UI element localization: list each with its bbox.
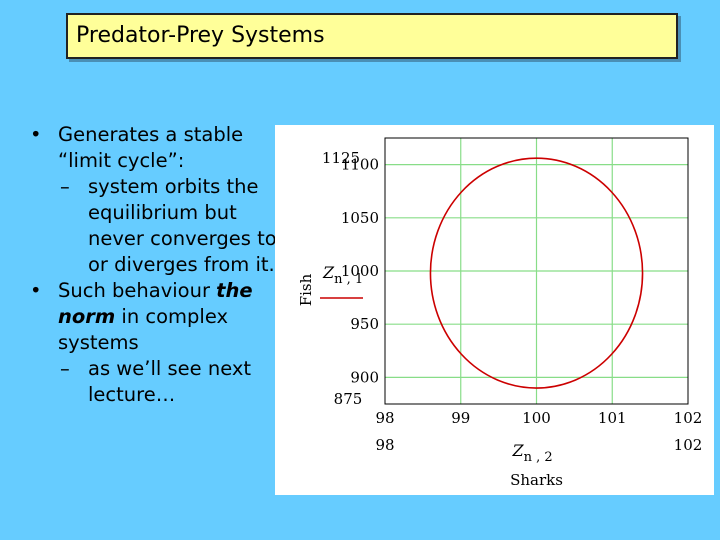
sub-bullet-text: as we’ll see next lecture… xyxy=(88,357,252,406)
bullet-marker: • xyxy=(30,279,42,302)
sub-bullet-item: – as we’ll see next lecture… xyxy=(30,356,280,408)
x-tick-label: 100 xyxy=(522,409,551,427)
y-tick-label: 950 xyxy=(350,315,379,333)
x-tick-label: 98 xyxy=(375,409,394,427)
sub-bullet-marker: – xyxy=(60,175,70,198)
x-variable-label: Zn , 2 xyxy=(512,441,553,465)
x-tick-label: 99 xyxy=(451,409,470,427)
y-range-max-label: 1125 xyxy=(322,149,360,167)
x-axis-title: Sharks xyxy=(510,471,563,489)
x-range-min-label: 98 xyxy=(375,436,394,454)
limit-cycle-chart: 98 99 100 101 102 900 950 1000 1050 1100 1125 875 9… xyxy=(297,137,703,489)
bullet-marker: • xyxy=(30,123,42,146)
sub-bullet-item: – system orbits the equilibrium but neve… xyxy=(30,174,280,278)
x-variable-symbol: Z xyxy=(512,441,525,460)
bullet-list: • Generates a stable “limit cycle”: – sy… xyxy=(30,122,280,408)
x-tick-label: 102 xyxy=(674,409,703,427)
bullet-item: • Generates a stable “limit cycle”: xyxy=(30,122,280,174)
chart-panel: 98 99 100 101 102 900 950 1000 1050 1100 1125 875 9… xyxy=(275,125,714,495)
y-axis-title: Fish xyxy=(297,273,315,306)
y-tick-label: 1050 xyxy=(341,209,379,227)
limit-cycle-orbit xyxy=(429,157,644,389)
bullet-emphasis: the norm xyxy=(58,279,253,328)
y-variable-label: Zn , 1 xyxy=(322,263,363,287)
y-variable-subscript: n , 1 xyxy=(334,272,363,287)
sub-bullet-text: system orbits the equilibrium but never … xyxy=(88,175,277,276)
x-range-max-label: 102 xyxy=(674,436,703,454)
bullet-text-end: in complex systems xyxy=(58,305,229,354)
y-range-min-label: 875 xyxy=(334,390,363,408)
y-tick-label: 900 xyxy=(350,368,379,386)
plot-frame xyxy=(384,137,689,405)
y-tick-label: 1100 xyxy=(341,156,379,174)
y-variable-symbol: Z xyxy=(322,263,335,282)
bullet-text: Such behaviour the norm in complex syste… xyxy=(58,279,253,354)
bullet-text-start: Such behaviour xyxy=(58,279,217,302)
y-tick-label: 1000 xyxy=(341,262,379,280)
bullet-text: Generates a stable “limit cycle”: xyxy=(58,123,244,172)
x-variable-subscript: n , 2 xyxy=(524,450,553,465)
sub-bullet-marker: – xyxy=(60,357,70,380)
x-tick-label: 101 xyxy=(598,409,627,427)
slide-title-box: Predator-Prey Systems xyxy=(66,13,678,59)
slide-title: Predator-Prey Systems xyxy=(76,23,325,48)
bullet-item: • Such behaviour the norm in complex sys… xyxy=(30,278,280,356)
